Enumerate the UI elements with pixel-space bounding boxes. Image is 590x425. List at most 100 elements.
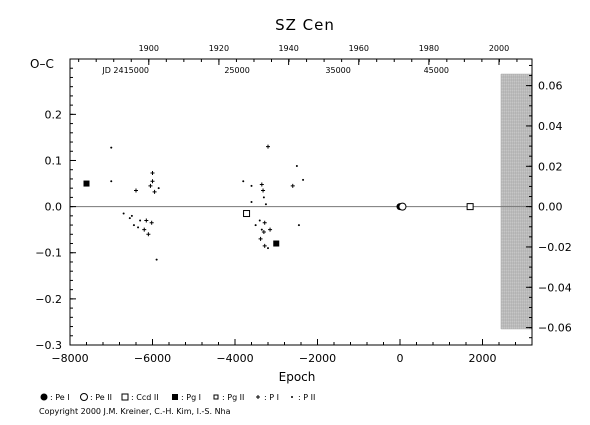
data-point — [261, 229, 266, 234]
future-zone — [500, 73, 532, 330]
right-tick-label: −0.04 — [538, 281, 572, 294]
top-year-label: 2000 — [489, 44, 509, 53]
data-point — [267, 247, 269, 250]
legend: : Pe I : Pe II : Ccd II : Pg I : Pg II : P I:… — [40, 393, 315, 402]
y-tick-label: −0.2 — [35, 293, 62, 306]
data-point — [264, 203, 267, 206]
top-year-label: 1920 — [209, 44, 229, 53]
data-point — [139, 219, 142, 222]
data-point — [142, 227, 147, 232]
data-point — [266, 144, 270, 149]
right-tick-label: −0.06 — [538, 322, 572, 335]
data-point — [128, 217, 131, 220]
data-points — [83, 144, 474, 261]
jd-label: 25000 — [224, 66, 249, 75]
data-point — [262, 243, 267, 248]
data-point — [243, 210, 251, 218]
data-point — [258, 219, 261, 222]
x-tick-label: −2000 — [299, 352, 336, 365]
data-point — [302, 178, 305, 181]
top-year-axis: 1900 1920 1940 1960 1980 2000 JD 2415000 25000 3… — [78, 44, 518, 75]
legend-label: : P I — [264, 393, 279, 402]
top-year-label: 1960 — [349, 44, 369, 53]
right-tick-label: 0.04 — [538, 120, 563, 133]
legend-label: : Pe II — [90, 393, 112, 402]
x-tick-label: −4000 — [216, 352, 253, 365]
data-point — [149, 220, 154, 225]
jd-label: 45000 — [424, 66, 449, 75]
legend-label: : Pe I — [50, 393, 70, 402]
data-point — [242, 180, 245, 183]
data-point — [110, 180, 113, 183]
data-point — [250, 184, 253, 187]
data-point — [297, 224, 300, 227]
data-point — [134, 188, 138, 193]
y-axis: −0.3 −0.2 −0.1 0.0 0.1 0.2 — [35, 67, 76, 352]
data-point — [152, 189, 157, 194]
data-point — [137, 226, 140, 229]
top-year-label: 1980 — [419, 44, 439, 53]
data-point — [150, 170, 155, 175]
x-tick-label: 0 — [397, 352, 404, 365]
right-axis: −0.06 −0.04 −0.02 0.00 0.02 0.04 0.06 — [526, 64, 572, 339]
data-point — [130, 214, 133, 217]
legend-marker — [213, 394, 219, 400]
data-point — [150, 179, 155, 184]
data-point — [273, 240, 280, 247]
top-year-label: 1940 — [278, 44, 298, 53]
data-point — [398, 202, 407, 211]
y-tick-label: 0.0 — [45, 201, 63, 214]
legend-marker — [40, 393, 48, 401]
data-point — [259, 182, 264, 187]
plot-frame — [69, 58, 533, 346]
top-year-label: 1900 — [139, 44, 159, 53]
legend-label: : Ccd II — [131, 393, 159, 402]
data-point — [110, 146, 113, 149]
legend-marker — [291, 396, 293, 398]
data-point — [254, 224, 257, 227]
data-point — [260, 228, 263, 231]
y-tick-label: −0.1 — [35, 247, 62, 260]
data-point — [268, 227, 273, 232]
data-point — [155, 258, 158, 261]
future-zone-fill — [501, 74, 532, 329]
x-axis: −8000 −6000 −4000 −2000 0 2000 — [51, 339, 533, 365]
y-axis-title: O–C — [30, 57, 54, 71]
right-tick-label: 0.00 — [538, 201, 563, 214]
data-point — [258, 236, 263, 241]
jd-label: JD 2415000 — [101, 66, 149, 75]
data-point — [132, 224, 135, 227]
legend-label: : P II — [298, 393, 315, 402]
data-point — [262, 220, 267, 225]
legend-label: : Pg I — [181, 393, 201, 402]
data-point — [148, 183, 153, 188]
y-tick-label: −0.3 — [35, 339, 62, 352]
data-point — [122, 212, 125, 215]
y-tick-label: 0.1 — [45, 154, 63, 167]
data-point — [144, 218, 149, 223]
data-point — [262, 196, 265, 199]
legend-marker — [256, 395, 260, 399]
right-tick-label: 0.02 — [538, 160, 563, 173]
right-tick-label: 0.06 — [538, 80, 563, 93]
legend-label: : Pg II — [222, 393, 244, 402]
data-point — [83, 180, 90, 187]
legend-marker — [121, 393, 129, 401]
chart-title: SZ Cen — [275, 16, 335, 34]
legend-marker — [172, 394, 178, 400]
data-point — [250, 201, 253, 203]
x-tick-label: −6000 — [134, 352, 171, 365]
right-tick-label: −0.02 — [538, 241, 572, 254]
data-point — [261, 188, 266, 193]
data-point — [146, 232, 151, 237]
x-tick-label: 2000 — [469, 352, 497, 365]
jd-label: 35000 — [325, 66, 350, 75]
data-point — [290, 183, 295, 188]
data-point — [295, 165, 298, 168]
data-point — [157, 187, 160, 190]
y-tick-label: 0.2 — [45, 108, 63, 121]
legend-marker — [80, 393, 88, 401]
copyright: Copyright 2000 J.M. Kreiner, C.-H. Kim, … — [39, 407, 231, 416]
data-point — [466, 203, 474, 211]
